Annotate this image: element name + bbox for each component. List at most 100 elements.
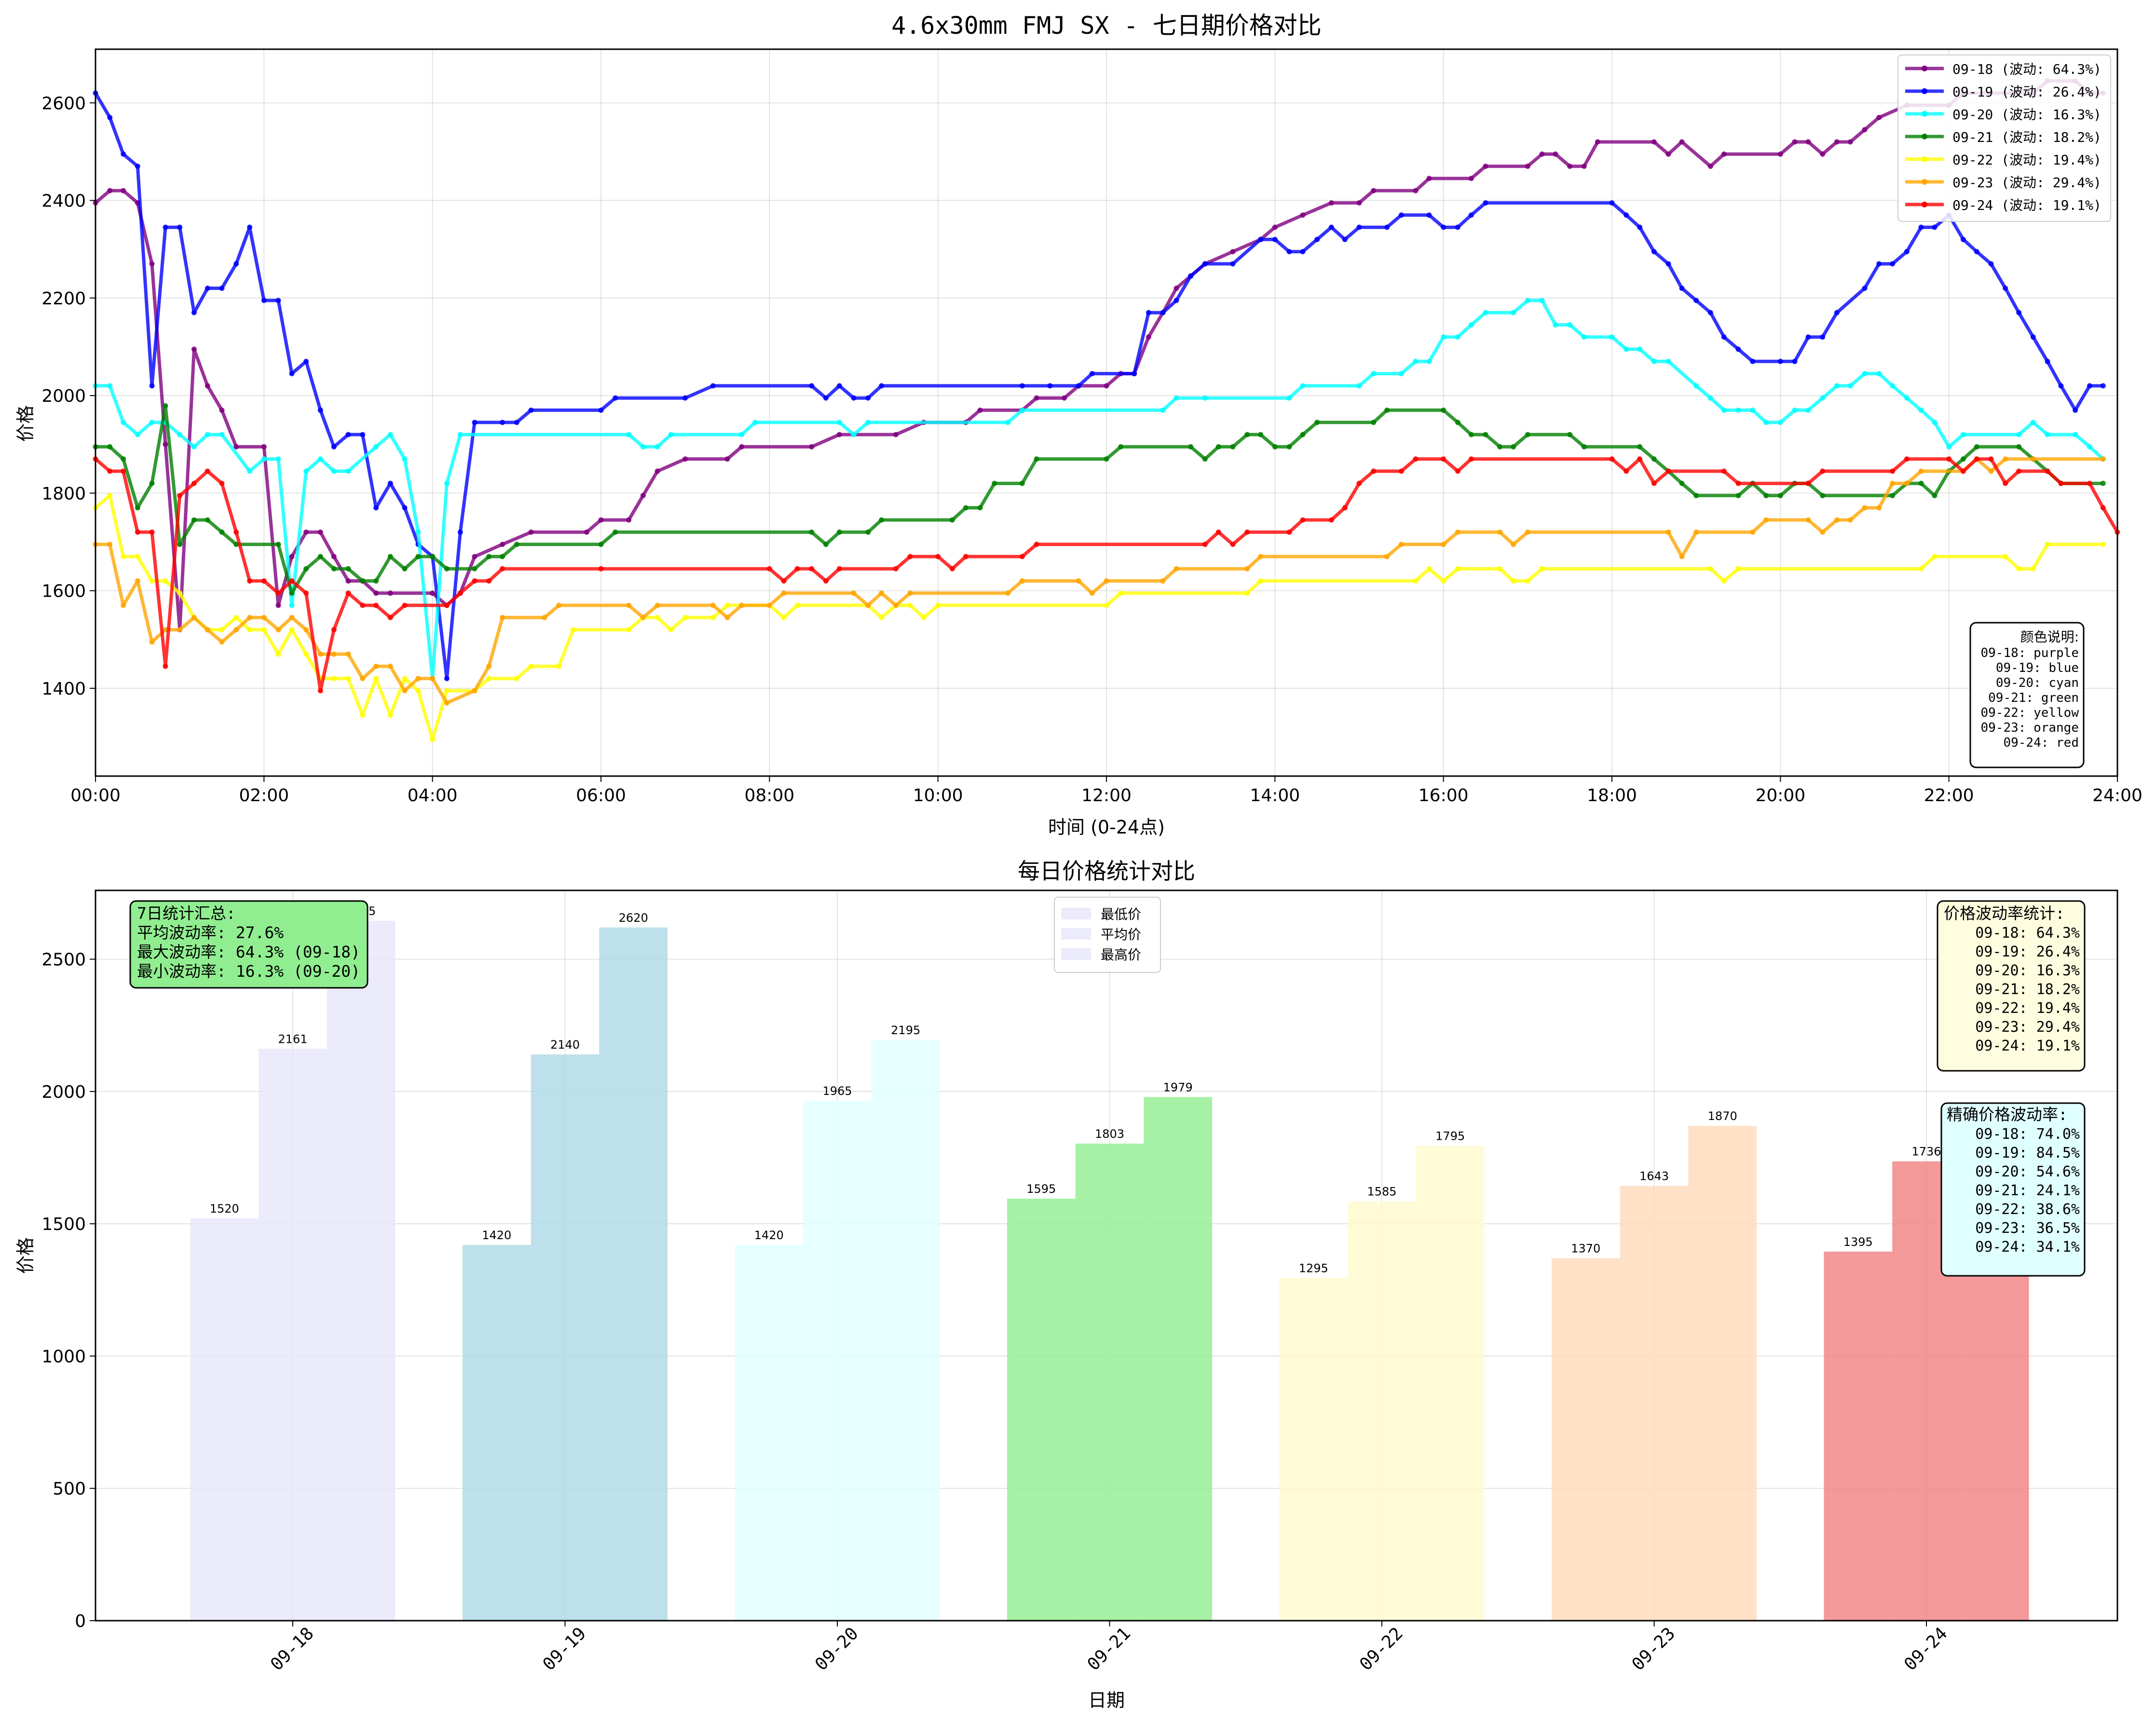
- line-chart-ytick-label: 2400: [41, 191, 86, 211]
- series-point: [836, 529, 842, 535]
- series-point: [710, 615, 716, 620]
- series-point: [1805, 517, 1811, 523]
- series-point: [626, 627, 632, 633]
- series-point: [121, 456, 126, 462]
- line-chart-title: 4.6x30mm FMJ SX - 七日期价格对比: [891, 12, 1322, 40]
- series-point: [360, 578, 366, 584]
- series-point: [963, 505, 969, 511]
- series-point: [528, 407, 534, 413]
- summary-box: 7日统计汇总:平均波动率: 27.6%最大波动率: 64.3% (09-18)最…: [129, 900, 368, 989]
- series-point: [289, 371, 295, 377]
- line-chart-ytick-label: 2200: [41, 289, 86, 309]
- series-point: [402, 566, 408, 572]
- series-point: [613, 395, 618, 401]
- series-point: [149, 383, 155, 389]
- series-point: [261, 615, 267, 620]
- series-point: [2073, 432, 2078, 437]
- series-point: [766, 566, 772, 572]
- series-point: [1862, 505, 1868, 511]
- series-point: [949, 566, 955, 572]
- series-point: [1371, 188, 1377, 193]
- series-point: [1960, 468, 1966, 474]
- series-point: [1104, 456, 1109, 462]
- series-point: [1314, 420, 1320, 425]
- series-point: [668, 432, 674, 437]
- series-point: [373, 602, 379, 608]
- series-point: [1174, 298, 1179, 303]
- bar-legend-swatch: [1061, 948, 1091, 960]
- series-point: [1750, 358, 1756, 364]
- series-point: [1104, 578, 1109, 584]
- series-point: [1792, 139, 1798, 145]
- series-point: [1300, 249, 1306, 255]
- series-point: [275, 590, 281, 596]
- series-line-09-20: [96, 299, 2104, 681]
- bar-value-label: 1420: [754, 1229, 784, 1242]
- series-point: [907, 554, 913, 560]
- bar-chart-ylabel: 价格: [15, 1237, 36, 1274]
- series-point: [1834, 139, 1840, 145]
- series-point: [1413, 358, 1419, 364]
- series-point: [163, 663, 168, 669]
- series-point: [107, 468, 113, 474]
- series-point: [1932, 420, 1938, 425]
- bar-value-label: 1295: [1299, 1262, 1328, 1275]
- series-point: [865, 395, 871, 401]
- series-point: [1511, 578, 1516, 584]
- series-point: [402, 602, 408, 608]
- series-point: [430, 554, 436, 560]
- series-point: [1441, 542, 1446, 547]
- series-point: [360, 676, 366, 682]
- series-point: [1174, 286, 1179, 291]
- series-point: [1258, 432, 1264, 437]
- series-point: [528, 663, 534, 669]
- series-point: [865, 420, 871, 425]
- series-point: [247, 627, 253, 633]
- precise-line: 09-18: 74.0%: [1975, 1126, 2080, 1143]
- series-point: [1286, 395, 1292, 401]
- series-point: [1707, 395, 1713, 401]
- line-chart-ytick-label: 1400: [41, 679, 86, 699]
- series-point: [387, 432, 393, 437]
- bar-平均价: [1075, 1143, 1144, 1621]
- series-point: [1679, 286, 1685, 291]
- line-chart-ytick-label: 2000: [41, 386, 86, 406]
- series-point: [107, 492, 113, 498]
- series-point: [1693, 383, 1699, 389]
- precise-lines: 精确价格波动率: 09-18: 74.0% 09-19: 84.5% 09-20: 5…: [1947, 1105, 2080, 1256]
- bar-最高价: [1688, 1126, 1757, 1621]
- series-point: [1820, 529, 1826, 535]
- series-point: [1441, 456, 1446, 462]
- series-point: [345, 578, 351, 584]
- series-point: [1609, 334, 1615, 340]
- bar-chart-xtick-label: 09-21: [1084, 1624, 1135, 1675]
- series-point: [247, 224, 253, 230]
- series-point: [1511, 542, 1516, 547]
- series-point: [1497, 444, 1503, 450]
- series-point: [809, 383, 815, 389]
- series-point: [1384, 407, 1390, 413]
- series-point: [2030, 334, 2036, 340]
- series-point: [331, 566, 337, 572]
- series-point: [1777, 492, 1783, 498]
- series-point: [289, 554, 295, 560]
- series-point: [724, 602, 730, 608]
- bar-平均价: [259, 1049, 327, 1621]
- series-point: [794, 566, 800, 572]
- series-point: [1005, 590, 1011, 596]
- series-point: [303, 627, 309, 633]
- bar-chart-ytick-label: 1500: [41, 1215, 86, 1234]
- bar-chart-xtick-label: 09-18: [267, 1624, 318, 1675]
- series-point: [2003, 286, 2008, 291]
- series-point: [1651, 249, 1657, 255]
- series-point: [317, 651, 323, 657]
- series-point: [1721, 151, 1727, 157]
- bar-最低价: [1279, 1278, 1348, 1621]
- series-point: [542, 615, 547, 620]
- series-point: [360, 432, 366, 437]
- series-point: [1356, 480, 1362, 486]
- series-point: [598, 517, 604, 523]
- series-point: [598, 407, 604, 413]
- line-chart-xtick-label: 10:00: [913, 786, 963, 806]
